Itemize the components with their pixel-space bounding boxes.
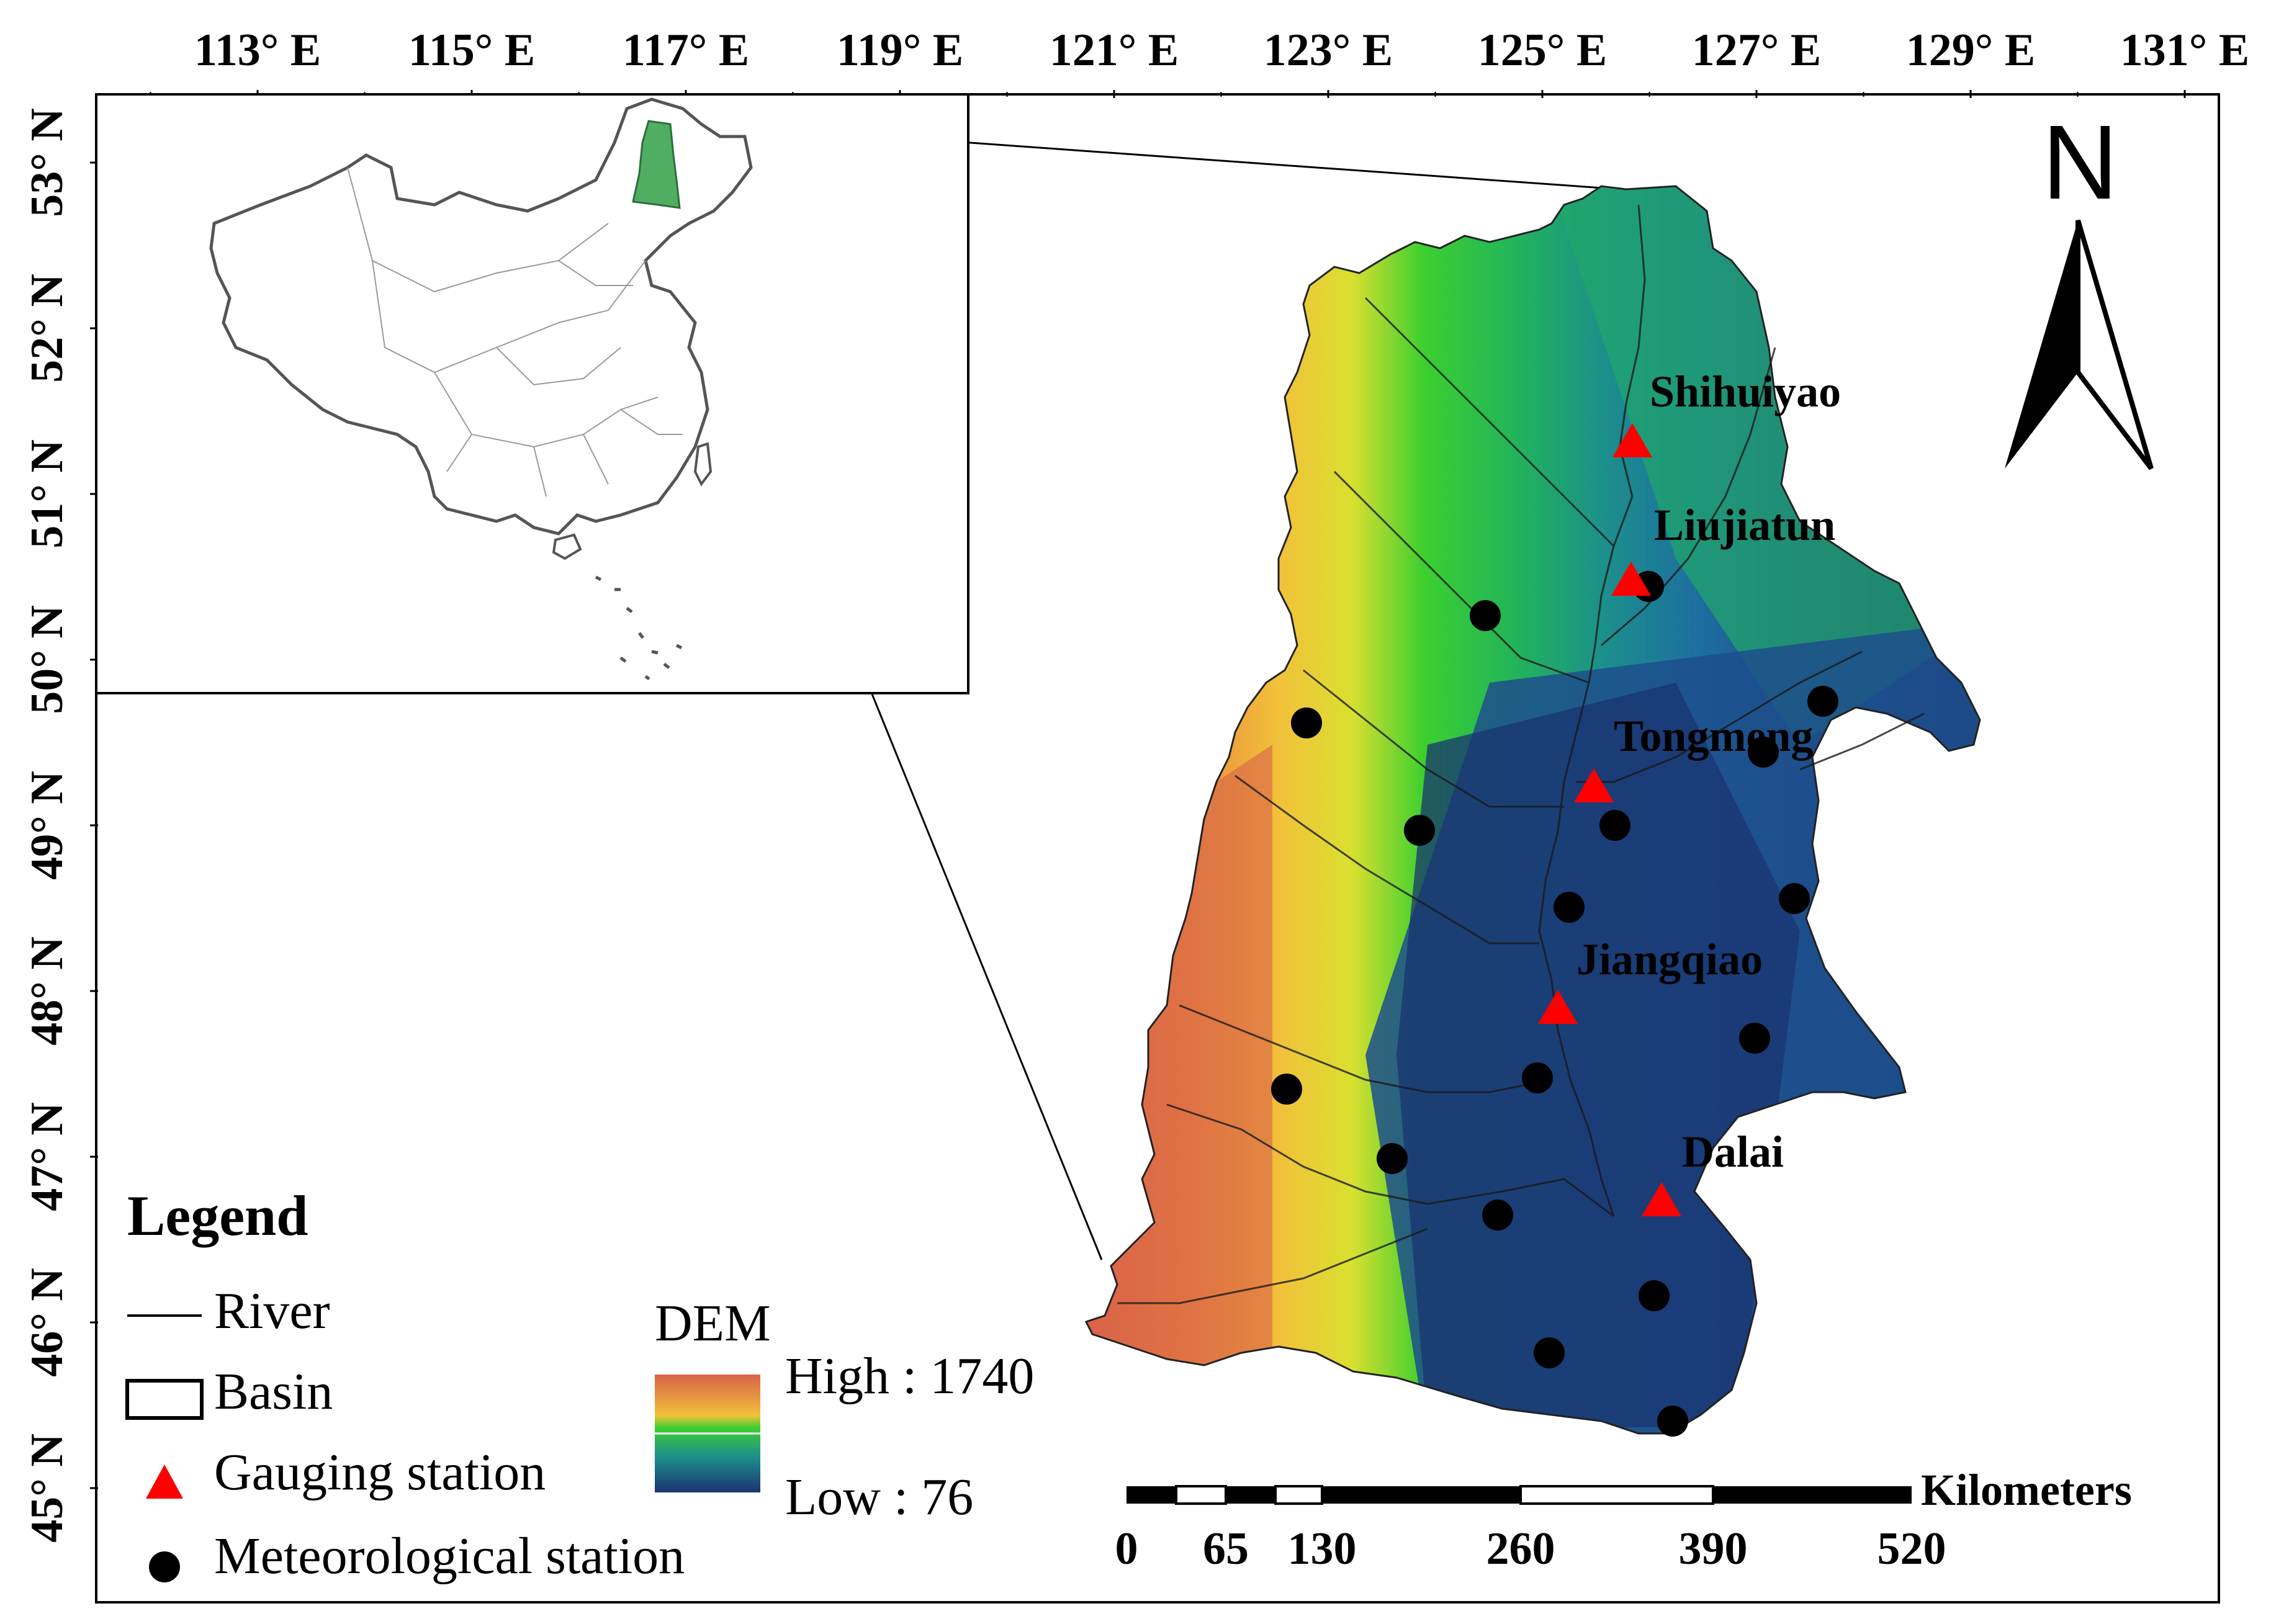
meteorological-station (1377, 1143, 1408, 1174)
legend-gauging-symbol (146, 1465, 183, 1499)
basin-highlight (632, 120, 681, 209)
scale-unit: Kilometers (1921, 1465, 2132, 1515)
latitude-label: 47° N (22, 1102, 73, 1211)
scale-tick-label: 65 (1203, 1523, 1249, 1574)
basin-outline (1084, 185, 1981, 1435)
meteorological-stations (1271, 571, 1838, 1437)
longitude-label: 113° E (194, 25, 321, 76)
meteorological-station (1639, 1280, 1670, 1311)
latitude-label: 50° N (22, 605, 73, 714)
legend-river-label: River (214, 1282, 330, 1340)
longitude-label: 117° E (623, 25, 749, 76)
legend-meteo-symbol (149, 1551, 180, 1582)
gauging-station-marker (1642, 1182, 1681, 1216)
meteorological-station (1657, 1406, 1688, 1437)
legend-dem-high: High : 1740 (785, 1347, 1034, 1405)
river-network (1117, 204, 1925, 1304)
gauging-station-marker (1611, 562, 1651, 596)
gauging-station-label: Tongmeng (1614, 711, 1813, 761)
gauging-station-label: Dalai (1682, 1127, 1784, 1177)
meteorological-station (1779, 883, 1810, 914)
longitude-label: 119° E (837, 25, 963, 76)
legend-meteo-label: Meteorological station (214, 1527, 685, 1585)
meteorological-station (1748, 737, 1779, 768)
longitude-label: 125° E (1478, 25, 1607, 76)
meteorological-station (1554, 892, 1585, 923)
legend-title: Legend (127, 1184, 308, 1247)
scale-tick-label: 520 (1878, 1523, 1946, 1574)
meteorological-station (1534, 1337, 1565, 1368)
scale-seg-3 (1226, 1486, 1275, 1504)
scale-tick-label: 130 (1288, 1523, 1357, 1574)
legend: Legend River Basin Gauging station Meteo… (125, 1184, 1034, 1585)
province-lines (347, 167, 683, 497)
meteorological-station (1482, 1200, 1513, 1231)
longitude-label: 121° E (1050, 25, 1179, 76)
south-sea-islands (595, 575, 683, 681)
scale-seg-7 (1713, 1486, 1912, 1504)
scale-tick-label: 260 (1486, 1523, 1555, 1574)
scale-seg-1 (1127, 1486, 1176, 1504)
scale-tick-label: 390 (1679, 1523, 1748, 1574)
latitude-label: 51° N (22, 439, 73, 549)
meteorological-station (1271, 1074, 1302, 1105)
latitude-label: 48° N (22, 936, 73, 1046)
meteorological-station (1522, 1062, 1553, 1093)
longitude-label: 131° E (2120, 25, 2249, 76)
latitude-axis: 53° N 52° N 51° N 50° N 49° N 48° N 47° N 46° N… (22, 108, 98, 1543)
legend-dem-low: Low : 76 (785, 1468, 973, 1526)
gauging-station-marker (1574, 768, 1614, 802)
meteorological-station (1599, 810, 1630, 841)
gauging-station-marker (1538, 990, 1578, 1024)
scale-tick-label: 0 (1115, 1523, 1138, 1574)
latitude-label: 46° N (22, 1268, 73, 1377)
legend-gauging-label: Gauging station (214, 1443, 546, 1501)
hainan-island (552, 533, 582, 560)
latitude-label: 45° N (22, 1433, 73, 1543)
scale-seg-2 (1175, 1485, 1227, 1505)
gauging-stations: Shihuiyao Liujiatun Tongmeng Jiangqiao Dalai (1538, 367, 1841, 1216)
gauging-station-label: Shihuiyao (1650, 367, 1841, 416)
latitude-label: 49° N (22, 771, 73, 880)
longitude-label: 115° E (408, 25, 535, 76)
latitude-label: 53° N (22, 108, 73, 217)
longitude-axis: 113° E 115° E 117° E 119° E 121° E 123° E 125°… (150, 25, 2249, 98)
meteorological-station (1404, 815, 1435, 846)
meteorological-station (1739, 1023, 1770, 1054)
scale-seg-5 (1322, 1486, 1521, 1504)
north-arrow-icon: N (2005, 104, 2154, 470)
gauging-station-marker (1612, 423, 1652, 457)
legend-basin-symbol (125, 1379, 204, 1420)
gauging-station-label: Liujiatun (1654, 500, 1835, 550)
longitude-label: 129° E (1906, 25, 2035, 76)
taiwan-island (693, 442, 713, 487)
north-label: N (2042, 104, 2118, 222)
china-outline (209, 97, 753, 536)
longitude-label: 127° E (1692, 25, 1821, 76)
latitude-label: 52° N (22, 274, 73, 383)
legend-dem-title: DEM (655, 1294, 771, 1352)
meteorological-station (1807, 686, 1838, 717)
longitude-label: 123° E (1264, 25, 1393, 76)
meteorological-station (1291, 707, 1322, 738)
meteorological-station (1470, 600, 1501, 631)
scale-labels: 0 65 130 260 390 520 (1115, 1523, 1946, 1574)
legend-basin-label: Basin (214, 1363, 333, 1420)
scale-seg-6 (1519, 1485, 1714, 1505)
scale-bar: Kilometers 0 65 130 260 390 520 (1115, 1465, 2132, 1574)
gauging-station-label: Jiangqiao (1576, 935, 1763, 984)
china-inset-map (95, 93, 969, 694)
scale-seg-4 (1274, 1485, 1323, 1505)
